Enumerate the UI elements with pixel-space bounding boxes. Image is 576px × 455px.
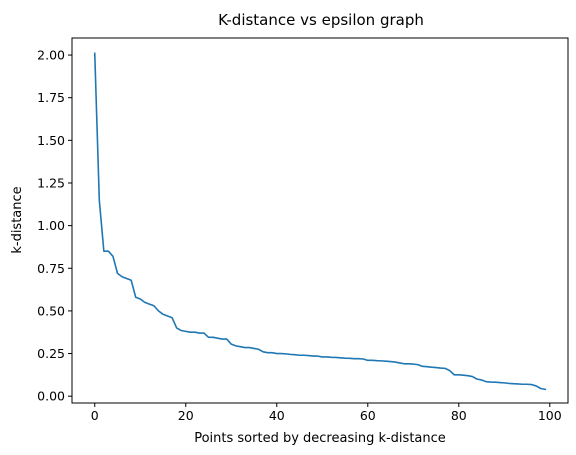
- x-tick-label: 20: [178, 408, 194, 423]
- x-tick-label: 80: [451, 408, 467, 423]
- y-tick-label: 0.75: [37, 261, 65, 276]
- x-tick-label: 0: [91, 408, 99, 423]
- y-tick-label: 0.00: [37, 389, 65, 404]
- y-tick-label: 0.50: [37, 303, 65, 318]
- plot-frame: [71, 37, 569, 404]
- x-axis-ticks: 0 20 40 60 80 100: [91, 403, 562, 423]
- y-tick-label: 2.00: [37, 48, 65, 63]
- y-tick-label: 0.25: [37, 346, 65, 361]
- y-tick-label: 1.75: [37, 90, 65, 105]
- x-tick-label: 40: [269, 408, 285, 423]
- chart-title: K-distance vs epsilon graph: [218, 11, 424, 29]
- y-axis-ticks: 0.00 0.25 0.50 0.75 1.00 1.25 1.50 1.75 2.00: [37, 48, 72, 404]
- x-tick-label: 60: [360, 408, 376, 423]
- series-line: [93, 52, 547, 391]
- x-tick-label: 100: [538, 408, 562, 423]
- y-tick-label: 1.25: [37, 175, 65, 190]
- y-tick-label: 1.00: [37, 218, 65, 233]
- y-tick-label: 1.50: [37, 133, 65, 148]
- x-axis-label: Points sorted by decreasing k-distance: [194, 431, 446, 446]
- y-axis-label: k-distance: [10, 186, 25, 253]
